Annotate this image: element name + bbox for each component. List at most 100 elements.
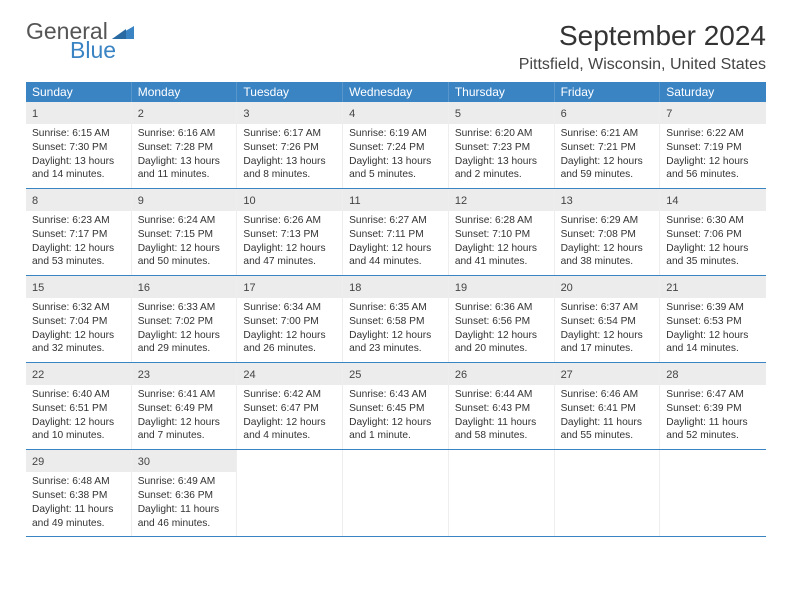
calendar-day-cell: 11Sunrise: 6:27 AMSunset: 7:11 PMDayligh… bbox=[343, 189, 449, 275]
weekday-header-row: SundayMondayTuesdayWednesdayThursdayFrid… bbox=[26, 82, 766, 102]
calendar-day-cell: 17 Sunrise: 6:34 AMSunset: 7:00 PMDayligh… bbox=[237, 276, 343, 362]
daylight-text: Daylight: 11 hours and 58 minutes. bbox=[455, 416, 548, 444]
sunrise-text: Sunrise: 6:32 AM bbox=[32, 301, 125, 315]
calendar-week: 29Sunrise: 6:48 AMSunset: 6:38 PMDayligh… bbox=[26, 450, 766, 537]
sunset-text: Sunset: 6:39 PM bbox=[666, 402, 760, 416]
calendar-day-cell bbox=[660, 450, 766, 536]
sunrise-text: Sunrise: 6:20 AM bbox=[455, 127, 548, 141]
sunset-text: Sunset: 6:53 PM bbox=[666, 315, 760, 329]
calendar-day-cell: 18Sunrise: 6:35 AMSunset: 6:58 PMDayligh… bbox=[343, 276, 449, 362]
daylight-text: Daylight: 12 hours and 23 minutes. bbox=[349, 329, 442, 357]
logo-blue-text: Blue bbox=[70, 39, 134, 62]
daylight-text: Daylight: 12 hours and 14 minutes. bbox=[666, 329, 760, 357]
day-number: 2 bbox=[138, 108, 144, 120]
day-number: 27 bbox=[561, 369, 573, 381]
sunset-text: Sunset: 7:08 PM bbox=[561, 228, 654, 242]
daylight-text: Daylight: 13 hours and 11 minutes. bbox=[138, 155, 231, 183]
calendar: SundayMondayTuesdayWednesdayThursdayFrid… bbox=[26, 82, 766, 537]
sunset-text: Sunset: 7:11 PM bbox=[349, 228, 442, 242]
sunset-text: Sunset: 6:47 PM bbox=[243, 402, 336, 416]
day-number: 9 bbox=[138, 195, 144, 207]
calendar-day-cell: 14Sunrise: 6:30 AMSunset: 7:06 PMDayligh… bbox=[660, 189, 766, 275]
sunrise-text: Sunrise: 6:22 AM bbox=[666, 127, 760, 141]
daylight-text: Daylight: 12 hours and 53 minutes. bbox=[32, 242, 125, 270]
sunset-text: Sunset: 6:41 PM bbox=[561, 402, 654, 416]
day-number: 22 bbox=[32, 369, 44, 381]
day-number: 13 bbox=[561, 195, 573, 207]
day-number: 12 bbox=[455, 195, 467, 207]
sunset-text: Sunset: 6:51 PM bbox=[32, 402, 125, 416]
day-info: Sunrise: 6:40 AMSunset: 6:51 PMDaylight:… bbox=[32, 388, 125, 443]
day-number: 17 bbox=[243, 282, 255, 294]
day-number: 28 bbox=[666, 369, 678, 381]
day-info: Sunrise: 6:26 AMSunset: 7:13 PMDaylight:… bbox=[243, 214, 336, 269]
sunrise-text: Sunrise: 6:40 AM bbox=[32, 388, 125, 402]
calendar-day-cell: 29Sunrise: 6:48 AMSunset: 6:38 PMDayligh… bbox=[26, 450, 132, 536]
daylight-text: Daylight: 12 hours and 38 minutes. bbox=[561, 242, 654, 270]
daylight-text: Daylight: 11 hours and 46 minutes. bbox=[138, 503, 231, 531]
sunrise-text: Sunrise: 6:19 AM bbox=[349, 127, 442, 141]
sunrise-text: Sunrise: 6:26 AM bbox=[243, 214, 336, 228]
day-number: 30 bbox=[138, 456, 150, 468]
calendar-week: 1Sunrise: 6:15 AMSunset: 7:30 PMDaylight… bbox=[26, 102, 766, 189]
sunrise-text: Sunrise: 6:17 AM bbox=[243, 127, 336, 141]
day-info: Sunrise: 6:47 AMSunset: 6:39 PMDaylight:… bbox=[666, 388, 760, 443]
daylight-text: Daylight: 12 hours and 17 minutes. bbox=[561, 329, 654, 357]
calendar-day-cell bbox=[343, 450, 449, 536]
weekday-header: Friday bbox=[555, 82, 661, 102]
daylight-text: Daylight: 12 hours and 1 minute. bbox=[349, 416, 442, 444]
sunset-text: Sunset: 6:56 PM bbox=[455, 315, 548, 329]
sunset-text: Sunset: 6:49 PM bbox=[138, 402, 231, 416]
sunset-text: Sunset: 6:38 PM bbox=[32, 489, 125, 503]
day-info: Sunrise: 6:22 AMSunset: 7:19 PMDaylight:… bbox=[666, 127, 760, 182]
calendar-day-cell: 25Sunrise: 6:43 AMSunset: 6:45 PMDayligh… bbox=[343, 363, 449, 449]
sunset-text: Sunset: 6:45 PM bbox=[349, 402, 442, 416]
day-number: 29 bbox=[32, 456, 44, 468]
sunrise-text: Sunrise: 6:39 AM bbox=[666, 301, 760, 315]
calendar-day-cell bbox=[237, 450, 343, 536]
sunset-text: Sunset: 7:00 PM bbox=[243, 315, 336, 329]
weekday-header: Wednesday bbox=[343, 82, 449, 102]
calendar-day-cell bbox=[449, 450, 555, 536]
day-number: 1 bbox=[32, 108, 38, 120]
day-info: Sunrise: 6:44 AMSunset: 6:43 PMDaylight:… bbox=[455, 388, 548, 443]
calendar-day-cell: 24Sunrise: 6:42 AMSunset: 6:47 PMDayligh… bbox=[237, 363, 343, 449]
daylight-text: Daylight: 13 hours and 5 minutes. bbox=[349, 155, 442, 183]
day-info: Sunrise: 6:23 AMSunset: 7:17 PMDaylight:… bbox=[32, 214, 125, 269]
day-info: Sunrise: 6:42 AMSunset: 6:47 PMDaylight:… bbox=[243, 388, 336, 443]
weekday-header: Thursday bbox=[449, 82, 555, 102]
sunrise-text: Sunrise: 6:36 AM bbox=[455, 301, 548, 315]
sunrise-text: Sunrise: 6:46 AM bbox=[561, 388, 654, 402]
day-info: Sunrise: 6:34 AMSunset: 7:00 PMDaylight:… bbox=[243, 301, 336, 356]
daylight-text: Daylight: 12 hours and 29 minutes. bbox=[138, 329, 231, 357]
day-number: 25 bbox=[349, 369, 361, 381]
daylight-text: Daylight: 12 hours and 26 minutes. bbox=[243, 329, 336, 357]
calendar-week: 15Sunrise: 6:32 AMSunset: 7:04 PMDayligh… bbox=[26, 276, 766, 363]
calendar-day-cell: 22 Sunrise: 6:40 AMSunset: 6:51 PMDayligh… bbox=[26, 363, 132, 449]
sunrise-text: Sunrise: 6:30 AM bbox=[666, 214, 760, 228]
day-info: Sunrise: 6:19 AMSunset: 7:24 PMDaylight:… bbox=[349, 127, 442, 182]
sunset-text: Sunset: 7:19 PM bbox=[666, 141, 760, 155]
calendar-day-cell: 13 Sunrise: 6:29 AMSunset: 7:08 PMDayligh… bbox=[555, 189, 661, 275]
day-info: Sunrise: 6:37 AMSunset: 6:54 PMDaylight:… bbox=[561, 301, 654, 356]
calendar-day-cell: 5Sunrise: 6:20 AMSunset: 7:23 PMDaylight… bbox=[449, 102, 555, 188]
calendar-day-cell: 28 Sunrise: 6:47 AMSunset: 6:39 PMDayligh… bbox=[660, 363, 766, 449]
daylight-text: Daylight: 11 hours and 52 minutes. bbox=[666, 416, 760, 444]
calendar-day-cell: 1Sunrise: 6:15 AMSunset: 7:30 PMDaylight… bbox=[26, 102, 132, 188]
daylight-text: Daylight: 12 hours and 56 minutes. bbox=[666, 155, 760, 183]
day-info: Sunrise: 6:29 AMSunset: 7:08 PMDaylight:… bbox=[561, 214, 654, 269]
day-info: Sunrise: 6:39 AMSunset: 6:53 PMDaylight:… bbox=[666, 301, 760, 356]
day-info: Sunrise: 6:36 AMSunset: 6:56 PMDaylight:… bbox=[455, 301, 548, 356]
daylight-text: Daylight: 12 hours and 35 minutes. bbox=[666, 242, 760, 270]
sunrise-text: Sunrise: 6:23 AM bbox=[32, 214, 125, 228]
calendar-week: 22Sunrise: 6:40 AMSunset: 6:51 PMDayligh… bbox=[26, 363, 766, 450]
calendar-week: 8Sunrise: 6:23 AMSunset: 7:17 PMDaylight… bbox=[26, 189, 766, 276]
calendar-day-cell: 19Sunrise: 6:36 AMSunset: 6:56 PMDayligh… bbox=[449, 276, 555, 362]
daylight-text: Daylight: 12 hours and 50 minutes. bbox=[138, 242, 231, 270]
sunrise-text: Sunrise: 6:37 AM bbox=[561, 301, 654, 315]
sunrise-text: Sunrise: 6:41 AM bbox=[138, 388, 231, 402]
sunrise-text: Sunrise: 6:21 AM bbox=[561, 127, 654, 141]
logo: General Blue bbox=[26, 20, 134, 62]
calendar-day-cell: 7Sunrise: 6:22 AMSunset: 7:19 PMDaylight… bbox=[660, 102, 766, 188]
sunset-text: Sunset: 6:43 PM bbox=[455, 402, 548, 416]
